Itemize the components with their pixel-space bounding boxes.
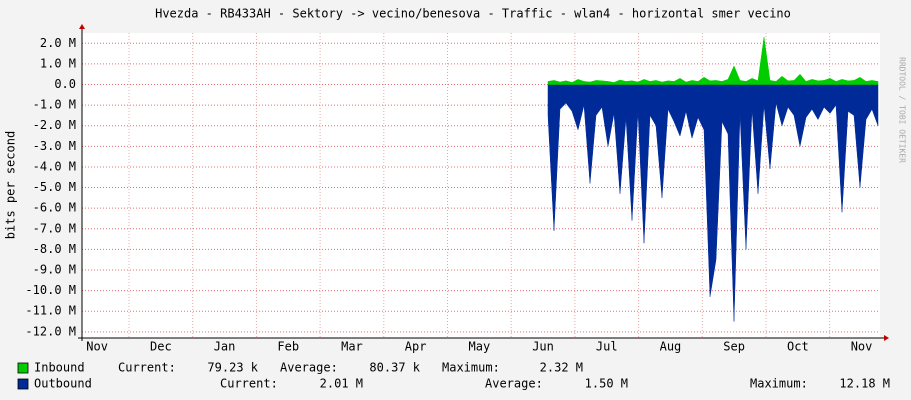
legend-stat-value: 2.01 M (320, 377, 363, 391)
x-tick-label: Apr (405, 340, 427, 354)
y-axis-label: bits per second (4, 131, 18, 239)
legend-stat-value: 2.32 M (540, 361, 583, 375)
legend-swatch (17, 362, 29, 374)
y-tick-label: -7.0 M (33, 221, 76, 235)
x-tick-label: Mar (341, 340, 363, 354)
legend-stat-value: 1.50 M (585, 377, 628, 391)
watermark: RRDTOOL / TOBI OETIKER (898, 57, 907, 163)
legend-stat-label: Average: (485, 377, 543, 391)
chart-title: Hvezda - RB433AH - Sektory -> vecino/ben… (155, 7, 791, 21)
x-tick-label: Jan (214, 340, 236, 354)
x-tick-label: Jul (596, 340, 618, 354)
area (547, 84, 879, 322)
x-tick-label: Dec (150, 340, 172, 354)
legend-label: Inbound (34, 361, 85, 375)
x-tick-label: Nov (851, 340, 873, 354)
y-tick-label: -11.0 M (25, 304, 76, 318)
y-tick-label: -6.0 M (33, 201, 76, 215)
y-axis-arrow (79, 24, 85, 29)
x-tick-label: Aug (660, 340, 682, 354)
legend-stat-label: Maximum: (750, 377, 808, 391)
y-tick-label: -4.0 M (33, 159, 76, 173)
legend-stat-label: Average: (280, 361, 338, 375)
legend-stat-label: Maximum: (442, 361, 500, 375)
x-axis-arrow (884, 335, 889, 341)
y-tick-label: -9.0 M (33, 262, 76, 276)
x-tick-label: May (469, 340, 491, 354)
x-tick-label: Oct (787, 340, 809, 354)
y-tick-label: -1.0 M (33, 98, 76, 112)
legend-label: Outbound (34, 377, 92, 391)
y-tick-label: -10.0 M (25, 283, 76, 297)
y-tick-label: 0.0 (54, 77, 76, 91)
legend-stat-label: Current: (118, 361, 176, 375)
legend-stat-value: 79.23 k (207, 361, 258, 375)
y-tick-label: 1.0 M (40, 56, 76, 70)
x-tick-label: Nov (86, 340, 108, 354)
y-tick-label: 2.0 M (40, 36, 76, 50)
y-tick-label: -8.0 M (33, 242, 76, 256)
y-tick-label: -12.0 M (25, 324, 76, 338)
x-tick-label: Sep (723, 340, 745, 354)
legend-stat-value: 80.37 k (369, 361, 420, 375)
x-tick-label: Feb (277, 340, 299, 354)
x-tick-label: Jun (532, 340, 554, 354)
y-tick-label: -5.0 M (33, 180, 76, 194)
area (547, 37, 879, 85)
legend-stat-value: 12.18 M (839, 377, 890, 391)
legend-swatch (17, 378, 29, 390)
y-tick-label: -3.0 M (33, 139, 76, 153)
y-tick-label: -2.0 M (33, 118, 76, 132)
legend-stat-label: Current: (220, 377, 278, 391)
